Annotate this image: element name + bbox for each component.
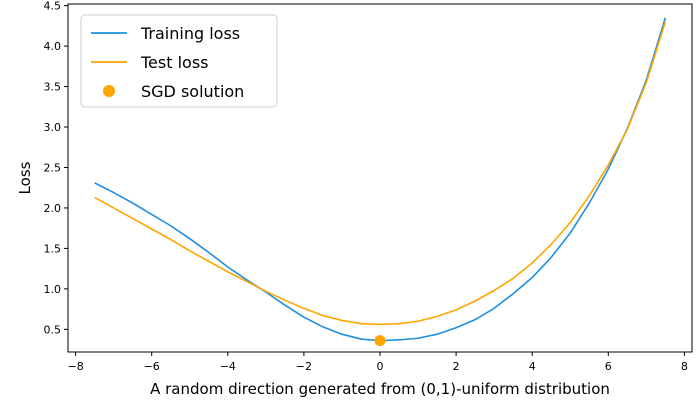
plot-area [94, 17, 667, 347]
y-tick-label: 3.0 [44, 121, 62, 134]
x-axis-label: A random direction generated from (0,1)-… [150, 380, 610, 398]
point-sgd-solution [374, 335, 386, 347]
y-tick-label: 0.5 [44, 323, 62, 336]
x-tick-label: 0 [377, 360, 384, 373]
y-tick-label: 1.0 [44, 283, 62, 296]
y-axis-label: Loss [16, 161, 34, 194]
x-tick-label: −2 [296, 360, 312, 373]
legend-label: SGD solution [141, 82, 244, 101]
y-tick-label: 2.0 [44, 202, 62, 215]
axes: −8 −6 −4 −2 0 2 4 6 8 0.5 1.0 1.5 2.0 2.5 3.0 3.5 4.0 4.5 [44, 0, 693, 373]
x-tick-label: 4 [529, 360, 536, 373]
y-tick-label: 4.5 [44, 0, 62, 13]
y-tick-label: 2.5 [44, 161, 62, 174]
x-tick-label: −4 [220, 360, 236, 373]
x-tick-label: 8 [681, 360, 688, 373]
y-tick-label: 1.5 [44, 242, 62, 255]
legend-marker [103, 85, 115, 97]
series-line-test-loss [94, 21, 667, 326]
x-tick-label: −6 [144, 360, 160, 373]
y-tick-label: 3.5 [44, 81, 62, 94]
y-tick-label: 4.0 [44, 40, 62, 53]
legend: Training loss Test loss SGD solution [80, 14, 278, 108]
x-tick-label: 2 [453, 360, 460, 373]
legend-label: Training loss [140, 24, 240, 43]
legend-box [80, 14, 278, 108]
x-tick-label: −8 [68, 360, 84, 373]
legend-label: Test loss [140, 53, 209, 72]
x-tick-label: 6 [605, 360, 612, 373]
